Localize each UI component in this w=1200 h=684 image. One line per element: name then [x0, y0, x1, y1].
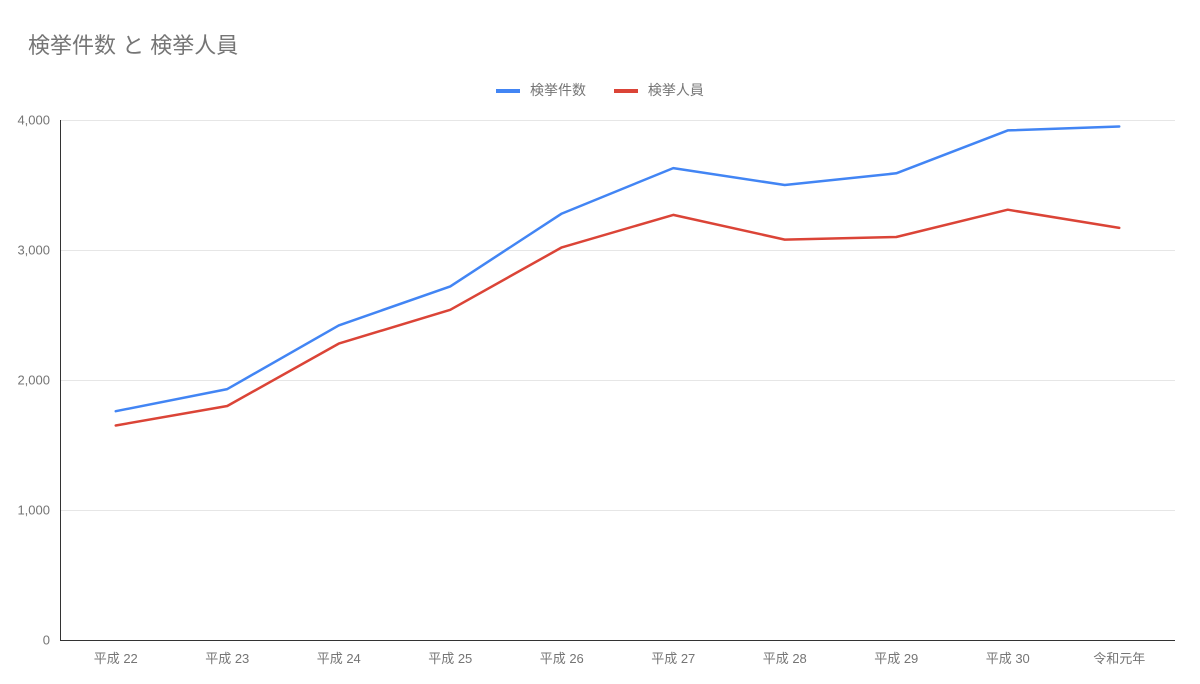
y-tick-label: 0	[43, 633, 50, 648]
x-tick-label: 平成 30	[986, 648, 1030, 667]
legend-swatch-0	[496, 89, 520, 93]
legend: 検挙件数 検挙人員	[0, 80, 1200, 100]
y-tick-label: 3,000	[17, 243, 50, 258]
x-tick-label: 平成 26	[540, 648, 584, 667]
legend-swatch-1	[614, 89, 638, 93]
x-tick-label: 平成 28	[763, 648, 807, 667]
chart-title: 検挙件数 と 検挙人員	[28, 28, 238, 60]
x-tick-label: 令和元年	[1093, 648, 1145, 667]
series-line-0	[116, 127, 1120, 412]
series-line-1	[116, 210, 1120, 426]
legend-item-series-0: 検挙件数	[496, 80, 586, 100]
x-tick-label: 平成 27	[651, 648, 695, 667]
chart-container: 検挙件数 と 検挙人員 検挙件数 検挙人員 01,0002,0003,0004,…	[0, 0, 1200, 684]
plot-area: 01,0002,0003,0004,000平成 22平成 23平成 24平成 2…	[60, 120, 1175, 640]
legend-label-0: 検挙件数	[530, 82, 586, 98]
x-tick-label: 平成 24	[317, 648, 361, 667]
legend-item-series-1: 検挙人員	[614, 80, 704, 100]
y-gridline	[60, 640, 1175, 641]
x-tick-label: 平成 29	[874, 648, 918, 667]
legend-label-1: 検挙人員	[648, 82, 704, 98]
lines-svg	[60, 120, 1175, 640]
y-tick-label: 1,000	[17, 503, 50, 518]
x-tick-label: 平成 22	[94, 648, 138, 667]
y-tick-label: 2,000	[17, 373, 50, 388]
x-tick-label: 平成 23	[205, 648, 249, 667]
x-tick-label: 平成 25	[428, 648, 472, 667]
y-tick-label: 4,000	[17, 113, 50, 128]
